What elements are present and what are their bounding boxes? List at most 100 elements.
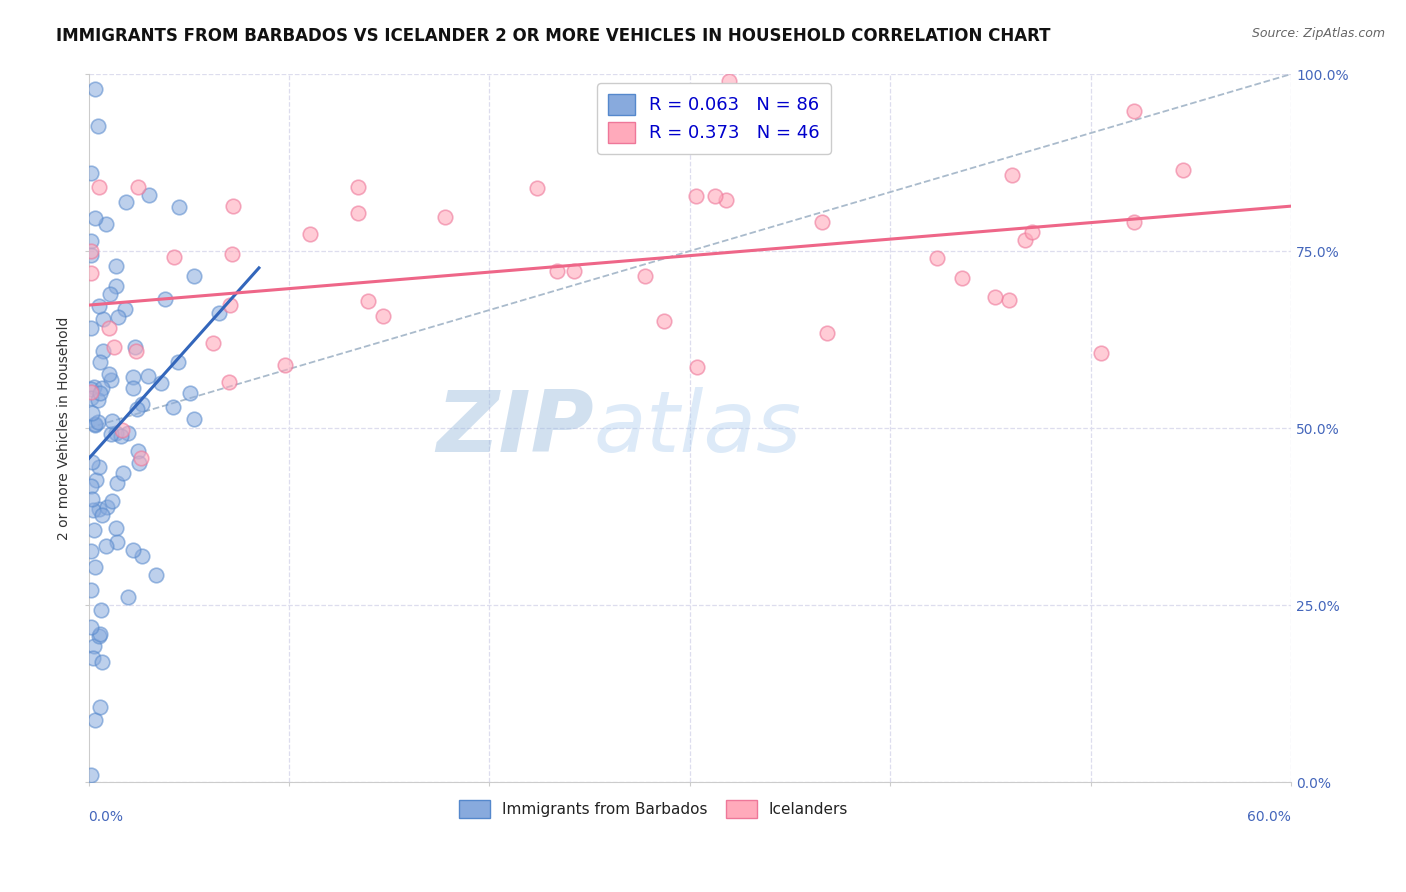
Point bbox=[222, 199, 245, 213]
Point bbox=[138, 369, 160, 384]
Point bbox=[83, 380, 105, 394]
Point bbox=[79, 382, 101, 396]
Point bbox=[79, 266, 101, 280]
Point bbox=[104, 279, 127, 293]
Point bbox=[125, 343, 148, 358]
Text: atlas: atlas bbox=[593, 386, 801, 469]
Point bbox=[686, 359, 709, 374]
Point bbox=[717, 74, 740, 88]
Point bbox=[89, 627, 111, 641]
Point bbox=[124, 340, 146, 354]
Point bbox=[562, 264, 585, 278]
Point bbox=[218, 375, 240, 389]
Point bbox=[82, 406, 104, 420]
Point bbox=[633, 268, 655, 283]
Text: 60.0%: 60.0% bbox=[1247, 810, 1291, 824]
Point bbox=[1123, 104, 1146, 119]
Point bbox=[100, 373, 122, 387]
Point bbox=[145, 567, 167, 582]
Point bbox=[167, 355, 190, 369]
Point bbox=[79, 479, 101, 493]
Point bbox=[111, 423, 134, 437]
Point bbox=[219, 298, 242, 312]
Point bbox=[815, 326, 838, 340]
Point bbox=[103, 340, 125, 354]
Point bbox=[153, 292, 176, 306]
Point bbox=[84, 417, 107, 431]
Point bbox=[84, 559, 107, 574]
Point bbox=[131, 396, 153, 410]
Point bbox=[1090, 346, 1112, 360]
Point bbox=[101, 494, 124, 508]
Point bbox=[90, 656, 112, 670]
Point bbox=[122, 370, 145, 384]
Point bbox=[810, 215, 832, 229]
Text: Source: ZipAtlas.com: Source: ZipAtlas.com bbox=[1251, 27, 1385, 40]
Point bbox=[83, 82, 105, 96]
Point bbox=[114, 301, 136, 316]
Point bbox=[80, 320, 103, 334]
Point bbox=[79, 166, 101, 180]
Point bbox=[163, 250, 186, 264]
Point bbox=[89, 355, 111, 369]
Point bbox=[98, 367, 121, 381]
Point bbox=[950, 271, 973, 285]
Point bbox=[101, 414, 124, 428]
Point bbox=[79, 235, 101, 249]
Point bbox=[1001, 168, 1024, 182]
Point bbox=[79, 544, 101, 558]
Point bbox=[100, 427, 122, 442]
Point bbox=[82, 455, 104, 469]
Point bbox=[221, 246, 243, 260]
Point bbox=[357, 293, 380, 308]
Point bbox=[84, 211, 107, 226]
Point bbox=[89, 386, 111, 401]
Point bbox=[105, 535, 128, 549]
Point bbox=[79, 384, 101, 399]
Point bbox=[87, 502, 110, 516]
Point bbox=[112, 467, 135, 481]
Point bbox=[94, 540, 117, 554]
Y-axis label: 2 or more Vehicles in Household: 2 or more Vehicles in Household bbox=[58, 317, 72, 540]
Point bbox=[1014, 233, 1036, 247]
Point bbox=[83, 523, 105, 537]
Point bbox=[94, 217, 117, 231]
Point bbox=[89, 629, 111, 643]
Text: 0.0%: 0.0% bbox=[89, 810, 124, 824]
Point bbox=[96, 500, 118, 515]
Point bbox=[90, 508, 112, 522]
Point bbox=[83, 639, 105, 653]
Point bbox=[79, 620, 101, 634]
Point bbox=[704, 189, 727, 203]
Point bbox=[105, 426, 128, 441]
Point bbox=[716, 193, 738, 207]
Point bbox=[122, 543, 145, 558]
Point bbox=[82, 651, 104, 665]
Point bbox=[104, 260, 127, 274]
Point bbox=[1171, 162, 1194, 177]
Text: ZIP: ZIP bbox=[436, 386, 593, 469]
Point bbox=[91, 343, 114, 358]
Point bbox=[87, 415, 110, 429]
Text: IMMIGRANTS FROM BARBADOS VS ICELANDER 2 OR MORE VEHICLES IN HOUSEHOLD CORRELATIO: IMMIGRANTS FROM BARBADOS VS ICELANDER 2 … bbox=[56, 27, 1050, 45]
Point bbox=[87, 120, 110, 134]
Point bbox=[162, 400, 184, 414]
Point bbox=[79, 768, 101, 782]
Point bbox=[104, 521, 127, 535]
Point bbox=[90, 603, 112, 617]
Point bbox=[80, 248, 103, 262]
Point bbox=[434, 210, 457, 224]
Point bbox=[87, 300, 110, 314]
Point bbox=[129, 451, 152, 466]
Point bbox=[984, 290, 1007, 304]
Point bbox=[925, 251, 948, 265]
Point bbox=[998, 293, 1021, 307]
Point bbox=[685, 189, 707, 203]
Point bbox=[1021, 226, 1043, 240]
Point bbox=[97, 320, 120, 334]
Point bbox=[98, 286, 121, 301]
Point bbox=[80, 583, 103, 598]
Point bbox=[82, 503, 104, 517]
Point bbox=[208, 306, 231, 320]
Point bbox=[122, 381, 145, 395]
